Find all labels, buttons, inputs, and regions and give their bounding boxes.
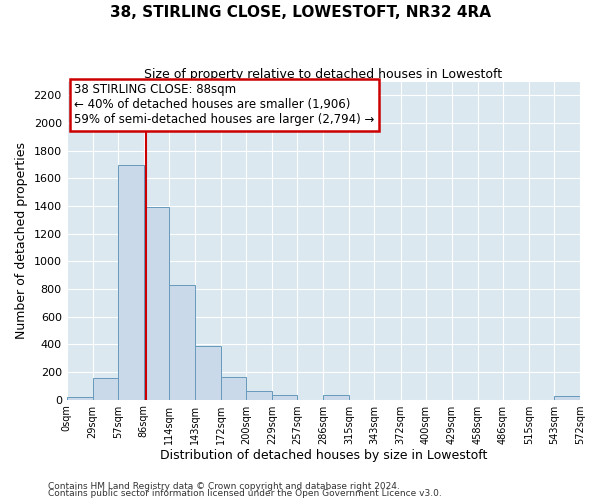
Bar bbox=[169, 285, 195, 400]
Bar bbox=[323, 396, 349, 400]
Bar bbox=[92, 378, 118, 400]
Text: 38 STIRLING CLOSE: 88sqm
← 40% of detached houses are smaller (1,906)
59% of sem: 38 STIRLING CLOSE: 88sqm ← 40% of detach… bbox=[74, 84, 375, 126]
Text: Contains public sector information licensed under the Open Government Licence v3: Contains public sector information licen… bbox=[48, 490, 442, 498]
Bar bbox=[144, 207, 169, 400]
X-axis label: Distribution of detached houses by size in Lowestoft: Distribution of detached houses by size … bbox=[160, 450, 487, 462]
Y-axis label: Number of detached properties: Number of detached properties bbox=[15, 142, 28, 339]
Bar bbox=[67, 397, 92, 400]
Bar bbox=[272, 396, 298, 400]
Bar bbox=[221, 377, 246, 400]
Text: Contains HM Land Registry data © Crown copyright and database right 2024.: Contains HM Land Registry data © Crown c… bbox=[48, 482, 400, 491]
Title: Size of property relative to detached houses in Lowestoft: Size of property relative to detached ho… bbox=[144, 68, 502, 80]
Bar bbox=[195, 346, 221, 400]
Bar bbox=[246, 390, 272, 400]
Bar bbox=[554, 396, 580, 400]
Text: 38, STIRLING CLOSE, LOWESTOFT, NR32 4RA: 38, STIRLING CLOSE, LOWESTOFT, NR32 4RA bbox=[110, 5, 491, 20]
Bar bbox=[118, 164, 144, 400]
